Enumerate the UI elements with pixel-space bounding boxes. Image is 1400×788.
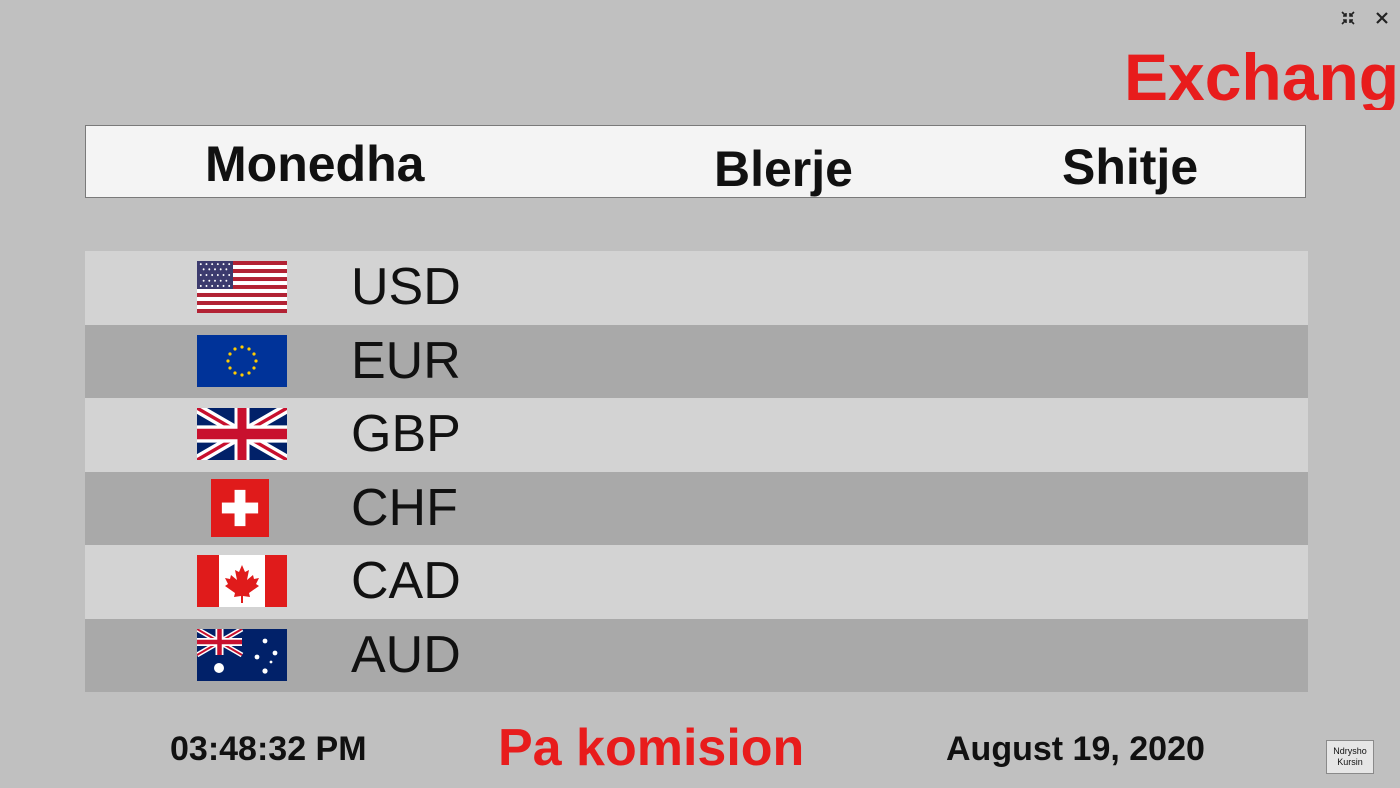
clock-time: 03:48:32 PM <box>170 730 367 768</box>
us-flag-icon <box>197 261 287 313</box>
current-date: August 19, 2020 <box>946 730 1205 768</box>
currency-code: AUD <box>351 625 461 684</box>
au-flag-icon <box>197 628 287 681</box>
change-button-line1: Ndrysho <box>1333 746 1367 756</box>
table-row: EUR <box>85 324 1308 398</box>
currency-code: EUR <box>351 331 461 390</box>
close-icon <box>1376 12 1388 24</box>
close-button[interactable] <box>1372 8 1392 28</box>
ch-flag-icon <box>211 478 269 537</box>
compress-arrows-icon <box>1341 11 1355 25</box>
table-row: AUD <box>85 618 1308 692</box>
uk-flag-icon <box>197 408 287 460</box>
currency-code: GBP <box>351 405 461 463</box>
currency-table: USD EUR <box>85 251 1308 692</box>
currency-code: CHF <box>351 478 458 537</box>
change-button-line2: Kursin <box>1337 757 1363 767</box>
ca-flag-icon <box>197 555 287 607</box>
minimize-button[interactable] <box>1338 8 1358 28</box>
table-row: USD <box>85 251 1308 325</box>
table-row: CHF <box>85 471 1308 545</box>
eu-flag-icon <box>197 334 287 387</box>
header-buy: Blerje <box>714 141 853 197</box>
header-currency: Monedha <box>205 136 425 192</box>
header-sell: Shitje <box>1062 139 1199 195</box>
table-row: GBP <box>85 398 1308 472</box>
exchange-banner: Exchange <box>1124 44 1400 110</box>
no-commission-label: Pa komision <box>498 719 805 777</box>
currency-code: USD <box>351 258 461 316</box>
change-rate-button[interactable]: Ndrysho Kursin <box>1326 740 1374 774</box>
table-header: Monedha Blerje Shitje <box>85 125 1306 198</box>
table-row: CAD <box>85 545 1308 619</box>
currency-code: CAD <box>351 552 461 610</box>
